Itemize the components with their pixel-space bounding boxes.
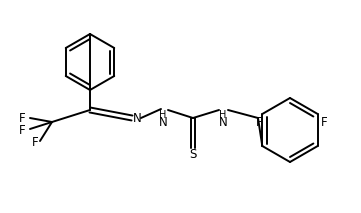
Text: S: S xyxy=(189,148,197,161)
Text: F: F xyxy=(321,117,327,130)
Text: F: F xyxy=(256,117,262,130)
Text: F: F xyxy=(19,124,25,137)
Text: H: H xyxy=(159,110,167,120)
Text: F: F xyxy=(32,137,38,150)
Text: H: H xyxy=(219,110,227,120)
Text: N: N xyxy=(132,112,142,125)
Text: F: F xyxy=(19,111,25,125)
Text: N: N xyxy=(158,115,168,128)
Text: N: N xyxy=(219,115,227,128)
